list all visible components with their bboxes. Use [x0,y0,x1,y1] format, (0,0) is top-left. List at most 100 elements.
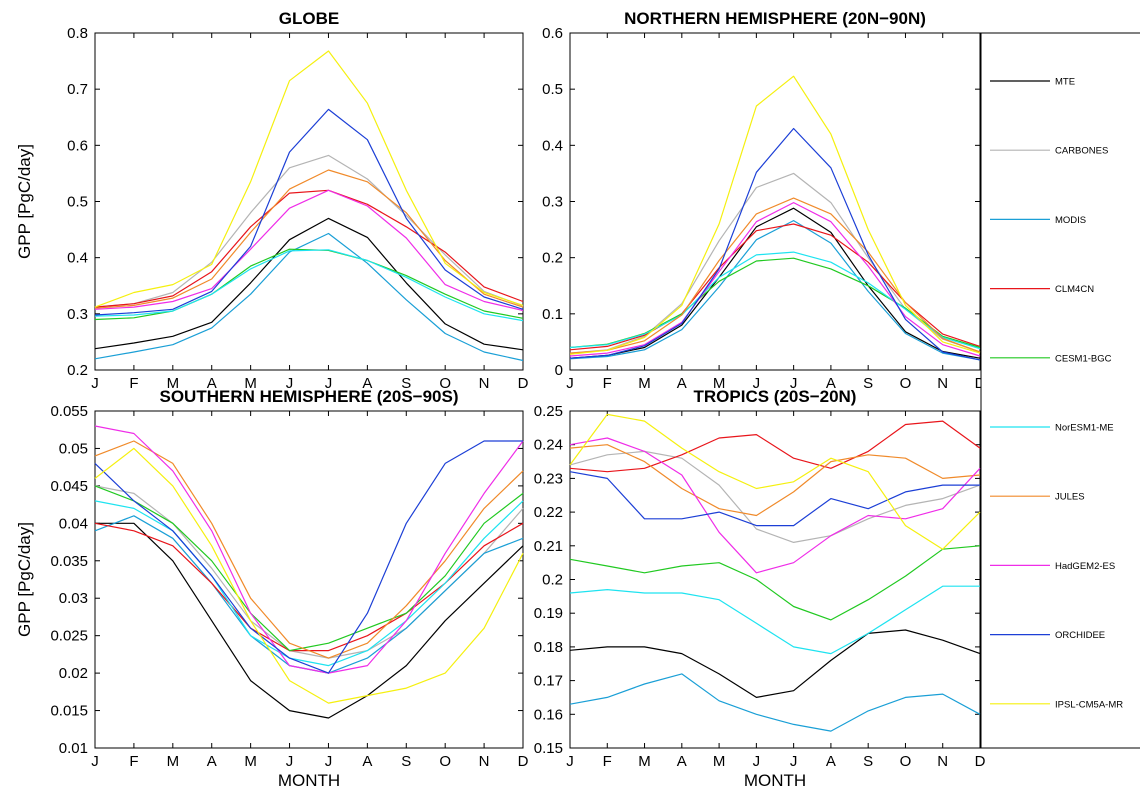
series-line-jules [94,169,524,309]
x-tick-label: J [91,375,99,392]
x-tick-label: M [167,375,180,392]
x-tick-label: D [518,375,529,392]
legend-entry: JULES [990,492,1085,503]
legend-entry: ORCHIDEE [990,630,1105,641]
x-tick-label: M [713,753,726,770]
series-line-modis [569,673,981,732]
y-tick-label: 0 [555,362,563,379]
x-tick-label: N [479,375,490,392]
y-axis-label: GPP [PgC/day] [15,522,34,637]
x-tick-label: A [207,753,217,770]
y-tick-label: 0.1 [542,306,563,323]
y-tick-label: 0.045 [50,478,88,495]
legend-label: ORCHIDEE [1055,630,1105,641]
legend-entry: HadGEM2-ES [990,561,1115,572]
y-tick-label: 0.015 [50,703,88,720]
y-tick-label: 0.19 [534,605,563,622]
legend-label: MODIS [1055,215,1086,226]
x-tick-label: A [826,375,836,392]
x-tick-label: S [401,753,411,770]
series-line-hadgem2-es [94,425,524,674]
x-tick-label: O [439,753,451,770]
y-tick-label: 0.2 [542,572,563,589]
panel-title: SOUTHERN HEMISPHERE (20S−90S) [160,387,459,406]
series-line-ipsl-cm5a-mr [94,447,524,704]
panel-southern-hemisphere: SOUTHERN HEMISPHERE (20S−90S) 0.01 0.015 0.… [15,387,529,790]
y-axis-label: GPP [PgC/day] [15,144,34,259]
series-line-hadgem2-es [569,437,981,574]
x-tick-label: M [244,753,257,770]
x-tick-label: D [975,753,986,770]
y-tick-label: 0.02 [59,665,88,682]
x-tick-label: J [325,753,333,770]
legend-entry: MTE [990,77,1075,88]
x-tick-label: M [638,375,651,392]
x-tick-label: J [566,753,574,770]
panel-tropics: TROPICS (20S−20N) 0.15 0.16 0.17 0.18 0.19 0.2… [534,387,986,790]
legend: MTE CARBONES MODIS CLM4CN CESM1-BGC NorESM1-M… [980,32,1140,749]
x-tick-label: J [753,753,761,770]
legend-entry: IPSL-CM5A-MR [990,699,1123,710]
panel-title: TROPICS (20S−20N) [694,387,857,406]
legend-label: JULES [1055,492,1085,503]
legend-label: HadGEM2-ES [1055,561,1115,572]
series-line-jules [569,197,981,354]
series-line-ipsl-cm5a-mr [569,75,981,355]
y-tick-label: 0.25 [534,403,563,420]
series-line-orchidee [569,127,981,361]
y-tick-label: 0.03 [59,590,88,607]
legend-label: CLM4CN [1055,284,1094,295]
series-line-hadgem2-es [569,202,981,357]
y-tick-label: 0.025 [50,628,88,645]
x-tick-label: N [479,753,490,770]
x-tick-label: F [603,375,612,392]
x-tick-label: J [753,375,761,392]
legend-entry: CESM1-BGC [990,353,1112,364]
x-tick-label: A [362,375,372,392]
series-line-cesm1-bgc [94,485,524,652]
panel-title: NORTHERN HEMISPHERE (20N−90N) [624,9,926,28]
x-tick-label: J [286,753,294,770]
x-tick-label: F [129,753,138,770]
y-tick-label: 0.01 [59,740,88,757]
series-line-mte [95,522,524,719]
x-tick-label: A [362,753,372,770]
x-tick-label: D [975,375,986,392]
legend-entry: MODIS [990,215,1086,226]
series-line-mte [94,217,524,351]
y-tick-label: 0.7 [67,81,88,98]
panel-northern-hemisphere: NORTHERN HEMISPHERE (20N−90N) 0 0.1 0.2 0.3 0… [542,9,985,392]
x-axis-label: MONTH [278,771,340,790]
y-tick-label: 0.5 [67,194,88,211]
y-tick-label: 0.04 [59,515,88,532]
x-tick-label: O [900,753,912,770]
legend-box [980,32,1140,749]
legend-entry: NorESM1-ME [990,423,1114,434]
x-tick-label: A [207,375,217,392]
series-line-clm4cn [569,420,981,473]
legend-label: NorESM1-ME [1055,423,1114,434]
series-line-noresm1-me [94,249,524,322]
series-line-mte [569,629,981,699]
y-tick-label: 0.5 [542,81,563,98]
series-line-carbones [569,450,981,544]
legend-label: CARBONES [1055,146,1108,157]
y-tick-label: 0.16 [534,706,563,723]
series-line-jules [569,444,981,517]
y-tick-label: 0.22 [534,504,563,521]
plot-frame [94,410,524,749]
x-tick-label: A [677,753,687,770]
series-line-hadgem2-es [94,189,524,312]
y-tick-label: 0.6 [67,137,88,154]
y-tick-label: 0.15 [534,740,563,757]
panel-title: GLOBE [279,9,339,28]
x-tick-label: M [167,753,180,770]
y-tick-label: 0.6 [542,25,563,42]
legend-entry: CLM4CN [990,284,1094,295]
y-tick-label: 0.17 [534,673,563,690]
y-tick-label: 0.4 [67,250,88,267]
series-line-orchidee [569,471,980,527]
x-tick-label: O [439,375,451,392]
y-tick-label: 0.035 [50,553,88,570]
